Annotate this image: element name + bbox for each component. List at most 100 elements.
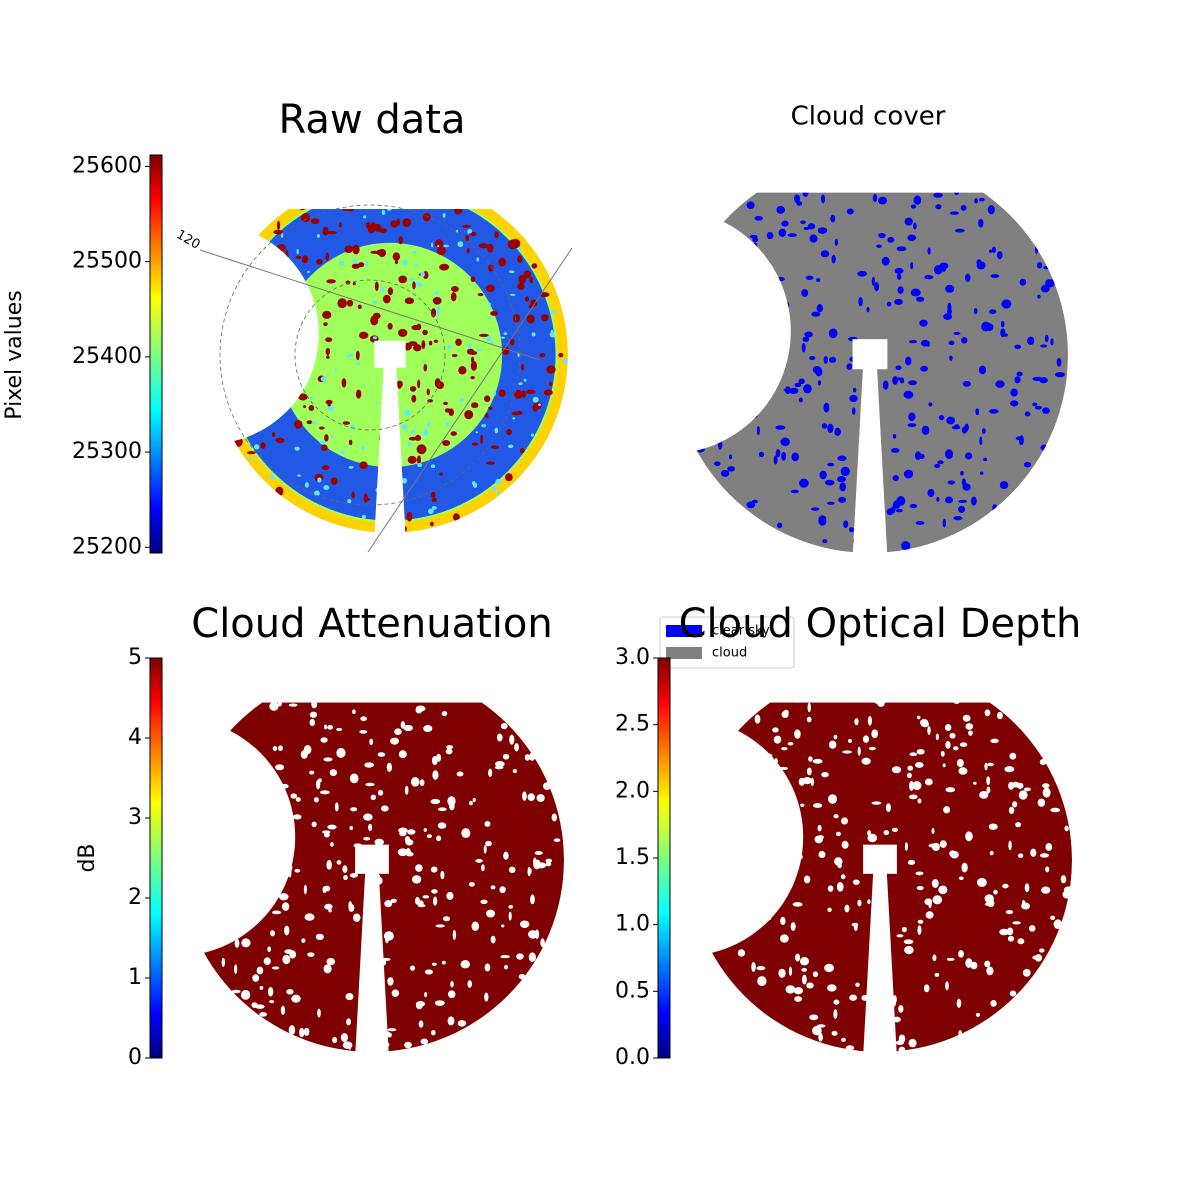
blob — [325, 337, 333, 343]
blob — [934, 463, 941, 468]
blob — [524, 296, 530, 302]
blob — [278, 893, 289, 901]
blob — [349, 873, 359, 878]
blob — [488, 406, 493, 411]
blob — [397, 848, 408, 857]
blob — [324, 434, 329, 442]
blob — [953, 180, 958, 189]
blob — [766, 915, 772, 921]
blob — [326, 859, 332, 870]
blob — [953, 698, 961, 705]
blob — [434, 1000, 445, 1006]
blob — [384, 900, 393, 908]
blob — [278, 745, 283, 752]
blob — [519, 447, 525, 454]
blob — [989, 309, 997, 315]
blob — [844, 904, 850, 913]
blob — [853, 170, 859, 176]
blob — [1017, 853, 1024, 858]
blob — [478, 333, 489, 338]
blob — [286, 988, 294, 995]
colorbar — [657, 657, 671, 1059]
blob — [714, 290, 719, 295]
blob — [891, 827, 899, 832]
blob — [872, 1013, 877, 1019]
blob — [282, 954, 291, 965]
legend-swatch — [666, 625, 702, 637]
blob — [521, 363, 525, 371]
blob — [756, 425, 760, 436]
blob — [783, 847, 788, 857]
blob — [255, 1004, 265, 1009]
blob — [965, 723, 974, 730]
blob — [891, 766, 902, 774]
blob — [679, 381, 686, 388]
blob — [973, 308, 978, 315]
blob — [234, 902, 242, 912]
blob — [231, 310, 238, 316]
blob — [775, 449, 781, 458]
blob — [534, 850, 543, 856]
blob — [506, 428, 512, 436]
blob — [405, 851, 414, 857]
blob — [416, 323, 422, 331]
blob — [728, 454, 733, 460]
blob — [791, 452, 800, 462]
blob — [968, 730, 973, 736]
blob — [924, 274, 934, 280]
blob — [756, 831, 762, 840]
blob — [357, 304, 362, 309]
blob — [532, 403, 539, 412]
blob — [1042, 407, 1050, 414]
blob — [416, 455, 421, 465]
blob — [961, 337, 968, 344]
colorbar-tick-label: 1.0 — [615, 912, 650, 937]
blob — [780, 437, 790, 447]
blob — [318, 426, 325, 430]
blob — [258, 238, 265, 244]
blob — [268, 304, 277, 310]
blob — [717, 812, 728, 820]
blob — [812, 971, 819, 978]
blob — [938, 415, 945, 421]
blob — [855, 982, 860, 987]
blob — [916, 715, 921, 720]
blob — [892, 995, 897, 1004]
blob — [453, 204, 463, 215]
blob — [778, 868, 783, 876]
blob — [325, 399, 333, 405]
blob — [824, 479, 835, 486]
blob — [386, 208, 392, 211]
blob — [765, 871, 773, 876]
blob — [800, 803, 805, 807]
blob — [398, 236, 404, 245]
blob — [395, 191, 398, 197]
blob — [892, 500, 901, 509]
blob — [527, 866, 531, 877]
blob — [910, 261, 914, 270]
blob — [322, 310, 332, 319]
blob — [1045, 866, 1050, 873]
blob — [562, 358, 568, 364]
blob — [840, 874, 846, 880]
blob — [860, 340, 870, 347]
blob — [212, 351, 219, 356]
blob — [368, 860, 374, 867]
blob — [811, 311, 821, 317]
blob — [821, 423, 828, 429]
blob — [372, 300, 378, 305]
blob — [854, 529, 864, 535]
blob — [421, 340, 426, 350]
blob — [330, 434, 334, 439]
blob — [918, 453, 925, 459]
blob — [512, 417, 516, 420]
blob — [433, 896, 438, 906]
blob — [545, 858, 553, 863]
blob — [444, 422, 450, 427]
blob — [802, 187, 809, 198]
colorbar-tick-label: 25200 — [72, 534, 142, 559]
blob — [500, 723, 508, 730]
blob — [487, 243, 494, 253]
blob — [1017, 938, 1025, 945]
blob — [359, 729, 368, 734]
